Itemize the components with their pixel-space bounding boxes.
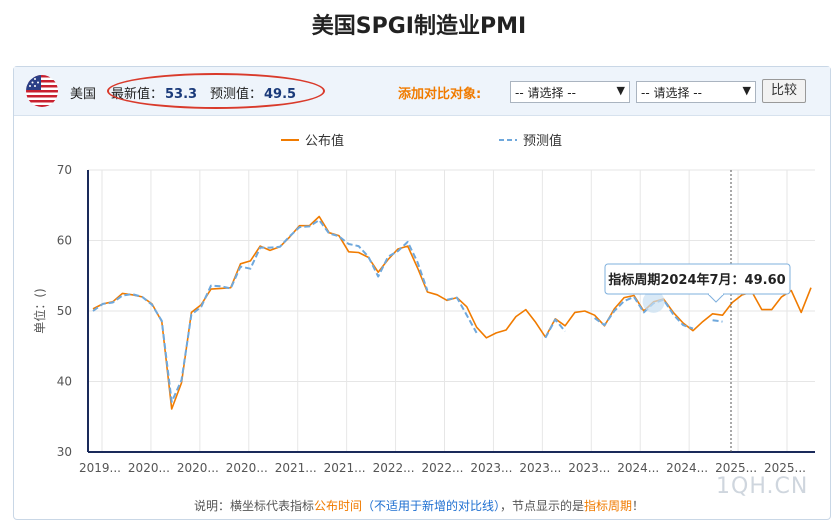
compare-select-1-value: -- 请选择 -- [515,86,576,100]
note-publish-time: 公布时间 [313,499,362,513]
compare-select-1[interactable]: -- 请选择 -- ▼ [510,81,630,103]
compare-button[interactable]: 比较 [762,79,806,103]
note-not-applicable: （不适用于新增的对比线） [361,499,500,513]
country-label: 美国 [70,87,97,102]
chevron-down-icon: ▼ [616,84,625,97]
compare-select-2[interactable]: -- 请选择 -- ▼ [636,81,756,103]
chart-panel: 美国 最新值： 53.3 预测值： 49.5 添加对比对象: -- 请选择 -- ▼ … [13,66,831,520]
note-prefix: 说明：横坐标代表指标 [193,499,314,513]
compare-label: 添加对比对象: [398,87,482,102]
chevron-down-icon: ▼ [742,84,751,97]
toolbar: 美国 最新值： 53.3 预测值： 49.5 添加对比对象: -- 请选择 -- ▼ … [14,67,830,116]
footer-note: 说明：横坐标代表指标公布时间（不适用于新增的对比线），节点显示的是指标周期！ [0,497,838,514]
us-flag-icon [26,75,58,107]
compare-select-2-value: -- 请选择 -- [641,86,702,100]
page-title: 美国SPGI制造业PMI [311,14,527,39]
watermark: 1QH.CN [716,474,809,499]
note-indicator-period: 指标周期 [584,499,633,513]
note-end: ！ [632,499,645,513]
highlight-ellipse [107,73,325,109]
note-middle: ，节点显示的是 [500,499,585,513]
